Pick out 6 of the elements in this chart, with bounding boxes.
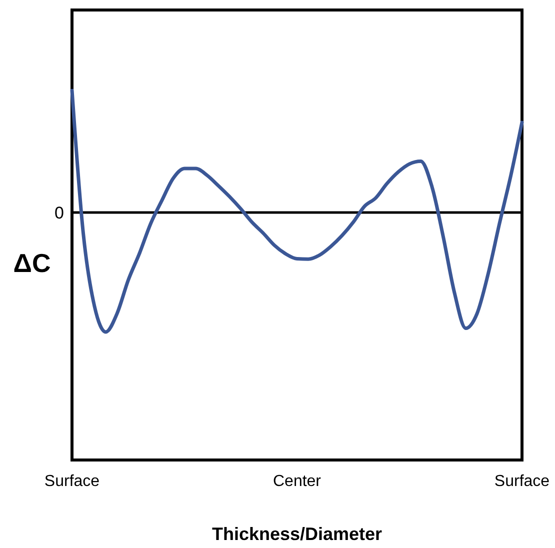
- y-axis-title: ΔC: [13, 248, 51, 278]
- ref-line-label: 0: [54, 203, 64, 222]
- x-tick-label: Center: [272, 473, 322, 490]
- x-tick-label: Surface: [44, 473, 100, 490]
- x-axis-title: Thickness/Diameter: [212, 524, 382, 544]
- x-tick-label: Surface: [494, 473, 550, 490]
